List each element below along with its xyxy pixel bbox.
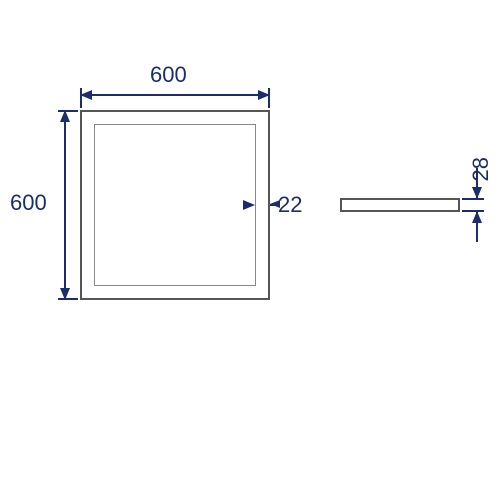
height-tick-bottom (58, 298, 78, 300)
depth-label: 28 (468, 157, 494, 181)
width-tick-right (268, 88, 270, 108)
width-label: 600 (150, 62, 187, 88)
frame-dim-lead (270, 204, 276, 206)
frame-arrow-right (243, 200, 255, 210)
width-dim-line (80, 94, 270, 96)
width-tick-left (80, 88, 82, 108)
height-arrow-up (60, 110, 70, 122)
panel-front-inner (94, 124, 256, 286)
height-label: 600 (10, 190, 47, 216)
frame-label: 22 (278, 192, 302, 218)
depth-arrow-down (472, 187, 482, 199)
depth-arrow-up (472, 211, 482, 223)
height-tick-top (58, 110, 78, 112)
height-dim-line (64, 110, 66, 300)
width-arrow-left (80, 90, 92, 100)
technical-drawing: { "drawing": { "type": "diagram", "backg… (0, 0, 500, 500)
panel-side-view (340, 198, 460, 212)
